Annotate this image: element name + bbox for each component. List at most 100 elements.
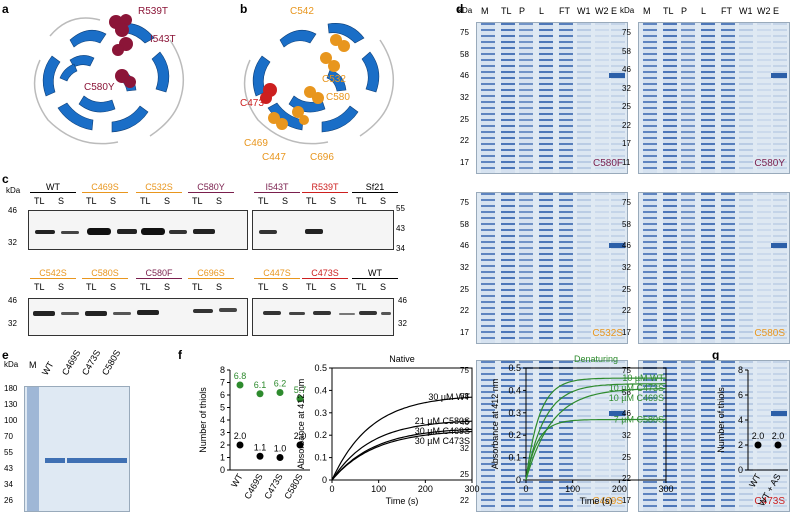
c-r2-lane-0-1: S [58, 282, 65, 292]
d-gel-0-marker-0: 75 [460, 28, 469, 37]
d-gel-0-marker-2: 46 [460, 71, 469, 81]
panel-label-a: a [2, 2, 9, 16]
e-lane-m: M [29, 360, 37, 370]
d-gel-0-marker-6: 17 [460, 158, 469, 167]
c-r2-lane-0-0: TL [34, 282, 45, 292]
beta-propeller-ribbon-b [252, 23, 380, 133]
d-gel-1-lane-1 [663, 23, 677, 173]
d-gel-3-marker-2: 46 [622, 241, 631, 251]
d-gel-1-lane-4 [721, 23, 735, 173]
g-thiols-s0-lbl-0: 2.0 [752, 431, 765, 441]
c-r2-group-1: C580S [82, 268, 128, 279]
d-gel-4: C469S [476, 360, 628, 512]
d-gel-5: C473S [638, 360, 790, 512]
d-lane-label-1-6: W2 [757, 6, 771, 16]
d-gel-1-lane-6 [757, 23, 771, 173]
d-gel-0-lane-0 [481, 23, 495, 173]
d-gel-5-marker-3: 32 [622, 431, 631, 440]
d-gel-4-lane-0 [481, 361, 495, 511]
f-native-series-0 [331, 396, 473, 481]
f-thiols-ylabel: Number of thiols [198, 387, 208, 453]
e-marker-4: 55 [4, 448, 13, 457]
f-native-ytick-label-3: 0.3 [314, 408, 327, 418]
f-thiols-cat-3: C580S [282, 472, 304, 501]
cysteine-spheres-orange [268, 34, 350, 130]
blot-row2-right [252, 298, 394, 336]
d-gel-4-marker-2: 46 [460, 418, 469, 427]
d-gel-1-marker-2: 46 [622, 65, 631, 75]
d-gel-2-lane-2 [519, 193, 533, 343]
d-gel-1-marker-7: 11 [622, 158, 631, 167]
f-native-xtick-label-1: 100 [371, 484, 386, 494]
label-C469: C469 [244, 138, 268, 149]
g-thiols-ylabel: Number of thiols [716, 387, 726, 453]
d-gel-0-lane-4 [559, 23, 573, 173]
c-kda-label: kDa [6, 186, 21, 195]
d-gel-5-elution-band [771, 411, 787, 416]
c-r2-m46: 46 [8, 296, 17, 305]
f-native-series-1 [331, 420, 473, 481]
f-thiols-cat-0: WT [229, 472, 245, 490]
c-r1-lane-3-0: TL [192, 196, 203, 206]
d-gel-2-marker-1: 58 [460, 219, 469, 229]
f-denat-series-2 [525, 388, 666, 481]
c-r2-lane-6-1: S [380, 282, 387, 292]
f-thiols-s0-pt-1 [256, 390, 264, 398]
d-gel-5-marker-6: 17 [622, 496, 631, 505]
d-gel-2-marker-4: 25 [460, 284, 469, 294]
d-gel-4-lane-7 [611, 361, 625, 511]
f-native-series-label-3: 30 µM C473S [415, 436, 470, 446]
f-denat-series-3 [525, 418, 666, 481]
e-marker-7: 26 [4, 496, 13, 505]
d-gel-1-marker-5: 22 [622, 120, 631, 130]
d-gel-3-lane-3 [701, 193, 715, 343]
d-gel-5-marker-5: 22 [622, 474, 631, 484]
label-C542: C542 [290, 6, 314, 17]
d-gel-1-elution-band [771, 73, 787, 78]
d-gel-3-lane-6 [757, 193, 771, 343]
c-r2-lane-6-0: TL [356, 282, 367, 292]
c-r2-lane-1-1: S [110, 282, 117, 292]
d-gel-3-lane-5 [739, 193, 753, 343]
f-thiols-s0-lbl-2: 6.2 [274, 379, 287, 389]
d-gel-0-lane-5 [577, 23, 591, 173]
f-denat-series-label-0: 10 µM WT [622, 373, 664, 383]
e-kda-label: kDa [4, 360, 19, 369]
structure-b: C542 C473 C532 C580 C469 C447 C696 [240, 6, 395, 163]
c-r2-lane-1-0: TL [86, 282, 97, 292]
d-lane-label-1-1: TL [663, 6, 674, 16]
e-marker-2: 100 [4, 416, 18, 425]
f-thiols-s0-pt-3 [296, 395, 304, 403]
e-gel [24, 386, 130, 512]
panel-label-c: c [2, 172, 9, 186]
f-thiols-ytick-label-4: 4 [220, 415, 225, 425]
d-lane-label-1-3: L [701, 6, 707, 16]
panel-label-f: f [178, 348, 182, 362]
d-gel-0-marker-1: 58 [460, 49, 469, 59]
d-lane-label-0-0: M [481, 6, 489, 16]
f-native-ytick-label-1: 0.1 [314, 453, 327, 463]
mutation-spheres-a [109, 14, 136, 88]
f-denat-xtick-label-1: 100 [565, 484, 580, 494]
c-r1-group-2: C532S [136, 182, 182, 193]
d-gel-1-name: C580Y [754, 158, 785, 169]
c-r2-lane-2-1: S [164, 282, 171, 292]
c-r2-lane-5-1: S [330, 282, 337, 292]
d-gel-4-lane-5 [577, 361, 591, 511]
d-gel-0-lane-2 [519, 23, 533, 173]
f-thiols-s0-lbl-1: 6.1 [254, 380, 267, 390]
f-native-ytick-label-5: 0.5 [314, 363, 327, 373]
d-kda-0: kDa [458, 6, 473, 15]
c-r1-lane-3-1: S [216, 196, 223, 206]
d-gel-1-lane-7 [773, 23, 787, 173]
label-C447: C447 [262, 152, 286, 163]
c-r1-group-5: R539T [302, 182, 348, 193]
d-gel-0-lane-6 [595, 23, 609, 173]
f-denat-xlabel: Time (s) [580, 496, 613, 506]
d-gel-2-lane-1 [501, 193, 515, 343]
c-r1-group-0: WT [30, 182, 76, 193]
e-marker-3: 70 [4, 432, 13, 441]
blot-row1-left [28, 210, 248, 250]
c-r1-lane-4-0: TL [258, 196, 269, 206]
f-thiols-ytick-label-1: 1 [220, 453, 225, 463]
